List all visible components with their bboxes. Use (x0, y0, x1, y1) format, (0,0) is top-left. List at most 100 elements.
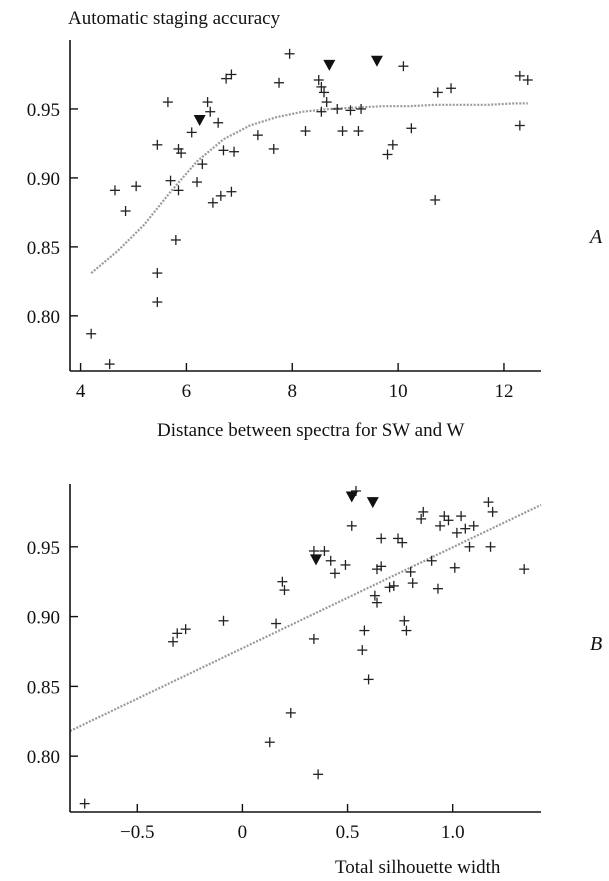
panel-a-data-point (313, 74, 324, 85)
panel-a-trend-curve (90, 102, 528, 274)
panel-a-y-tick-label: 0.80 (27, 307, 60, 328)
panel-a-highlighted-point (193, 114, 206, 126)
panel-b-y-tick-label: 0.90 (27, 608, 60, 629)
panel-b-data-point (218, 615, 229, 626)
panel-a-data-point (165, 175, 176, 186)
panel-a-title: Automatic staging accuracy (68, 8, 281, 29)
panel-b-axes: −0.5 0 0.5 1.0 0.80 0.85 0.90 0.95 (27, 484, 541, 843)
panel-a-data-point (226, 186, 237, 197)
panel-b-data-point (319, 545, 330, 556)
panel-b-data-point (460, 523, 471, 534)
panel-a-data-point (152, 268, 163, 279)
panel-b-plot: −0.5 0 0.5 1.0 0.80 0.85 0.90 0.95 Total silhou… (27, 484, 602, 878)
panel-b-data-point (464, 541, 475, 552)
panel-a-data-point (152, 139, 163, 150)
panel-b-data-point (416, 513, 427, 524)
panel-a-data-point (300, 126, 311, 137)
panel-a-data-point (120, 206, 131, 217)
panel-b-data-point (376, 561, 387, 572)
panel-b-data-point (399, 615, 410, 626)
panel-a-data-point (268, 143, 279, 154)
panel-a-data-point (284, 48, 295, 59)
panel-b-x-tick-label: 0 (238, 822, 248, 843)
panel-a-data-point (382, 149, 393, 160)
panel-b-data-point (451, 527, 462, 538)
panel-b-data-point (426, 555, 437, 566)
panel-a-data-point (432, 87, 443, 98)
panel-b-data-point (180, 624, 191, 635)
panel-a-axes: 4 6 8 10 12 0.80 0.85 0.90 0.95 (27, 40, 541, 402)
panel-a-data-point (319, 87, 330, 98)
panel-b-data-point (313, 769, 324, 780)
panel-b-data-point (432, 583, 443, 594)
panel-b-highlighted-point (366, 497, 379, 509)
panel-a-data-point (332, 103, 343, 114)
panel-b-data-point (369, 590, 380, 601)
panel-a-data-point (514, 70, 525, 81)
panel-a-data-point (86, 328, 97, 339)
panel-a-x-tick-label: 8 (288, 381, 298, 402)
panel-b-highlighted-point (345, 491, 358, 503)
panel-b-data-point (79, 798, 90, 809)
panel-b-highlighted-point (310, 554, 323, 566)
panel-a-data-point (205, 106, 216, 117)
panel-a-y-tick-label: 0.95 (27, 100, 60, 121)
panel-a-data-point (221, 73, 232, 84)
panel-b-x-tick-label: 0.5 (336, 822, 360, 843)
panel-a-data-point (316, 81, 327, 92)
panel-b-data-point (393, 533, 404, 544)
panel-a-data-point (430, 194, 441, 205)
panel-a-highlighted-point (323, 59, 336, 71)
panel-a-x-tick-label: 10 (389, 381, 408, 402)
panel-a-data-point (522, 74, 533, 85)
panel-a-data-point (186, 127, 197, 138)
panel-a-y-tick-label: 0.85 (27, 238, 60, 259)
panel-a-data-point (192, 177, 203, 188)
panel-b-data-point (468, 520, 479, 531)
panel-b-y-tick-label: 0.85 (27, 677, 60, 698)
panel-a-data-point (252, 130, 263, 141)
panel-b-y-tick-label: 0.80 (27, 747, 60, 768)
panel-b-data-point (168, 636, 179, 647)
panel-b-data-point (418, 506, 429, 517)
panel-b-data-point (487, 506, 498, 517)
panel-a-data-point (356, 103, 367, 114)
panel-b-data-point (519, 564, 530, 575)
panel-b-data-point (285, 707, 296, 718)
panel-b-data-point (371, 597, 382, 608)
panel-a-highlighted-point (370, 55, 383, 67)
panel-a-data-point (226, 69, 237, 80)
panel-a-data-point (387, 139, 398, 150)
panel-a-data-point (202, 97, 213, 108)
panel-b-data-point (371, 564, 382, 575)
panel-b-data-point (346, 520, 357, 531)
panel-b-data-point (388, 580, 399, 591)
panel-a-data-point (215, 190, 226, 201)
panel-a-letter: A (588, 226, 603, 248)
panel-a-data-point (229, 146, 240, 157)
panel-b-y-tick-label: 0.95 (27, 538, 60, 559)
panel-b-data-point (329, 568, 340, 579)
panel-b-data-point (363, 674, 374, 685)
panel-b-letter: B (590, 633, 602, 655)
panel-a-data-point (274, 77, 285, 88)
panel-b-points (79, 485, 530, 809)
panel-a-x-tick-label: 12 (494, 381, 513, 402)
panel-a-plot: Automatic staging accuracy 4 6 8 10 12 0.80 0.… (27, 8, 603, 441)
panel-b-data-point (405, 566, 416, 577)
panel-a-data-point (109, 185, 120, 196)
panel-a-data-point (173, 185, 184, 196)
panel-a-trend-line (90, 102, 528, 274)
panel-a-data-point (337, 126, 348, 137)
panel-a-data-point (131, 181, 142, 192)
panel-a-data-point (104, 359, 115, 370)
panel-a-x-axis-label: Distance between spectra for SW and W (157, 420, 464, 441)
panel-b-x-axis-label: Total silhouette width (335, 857, 501, 878)
panel-b-x-tick-label: −0.5 (120, 822, 154, 843)
panel-b-data-point (359, 625, 370, 636)
panel-a-data-point (213, 117, 224, 128)
panel-b-data-point (325, 555, 336, 566)
panel-a-data-point (173, 143, 184, 154)
panel-a-data-point (398, 61, 409, 72)
